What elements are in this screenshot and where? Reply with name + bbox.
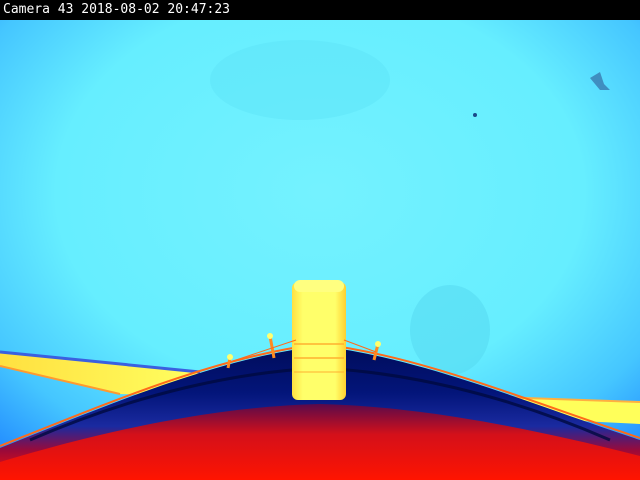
sky-shadow-patch xyxy=(410,285,490,375)
right-antenna-tip xyxy=(375,341,381,347)
hot-tower-top xyxy=(294,280,344,292)
left-arm-hot xyxy=(0,352,200,396)
center-left-antenna-tip xyxy=(267,333,273,339)
left-arm-lower-edge xyxy=(0,365,121,395)
hot-tower xyxy=(292,282,346,400)
stay-wire-left xyxy=(229,339,297,363)
bird-speck xyxy=(590,72,610,90)
center-left-antenna xyxy=(268,335,276,359)
stay-wire-right xyxy=(343,339,377,353)
hot-base xyxy=(0,404,640,480)
left-arm-edge xyxy=(0,350,201,374)
overlay-time: 20:47:23 xyxy=(167,2,231,17)
overlay-date: 2018-08-02 xyxy=(81,2,160,17)
camera-overlay: Camera 43 2018-08-02 20:47:23 xyxy=(0,0,640,20)
distant-speck xyxy=(473,113,477,117)
left-antenna-tip xyxy=(227,354,233,360)
sky-haze-patch xyxy=(210,40,390,120)
camera-label: Camera 43 xyxy=(3,2,74,17)
